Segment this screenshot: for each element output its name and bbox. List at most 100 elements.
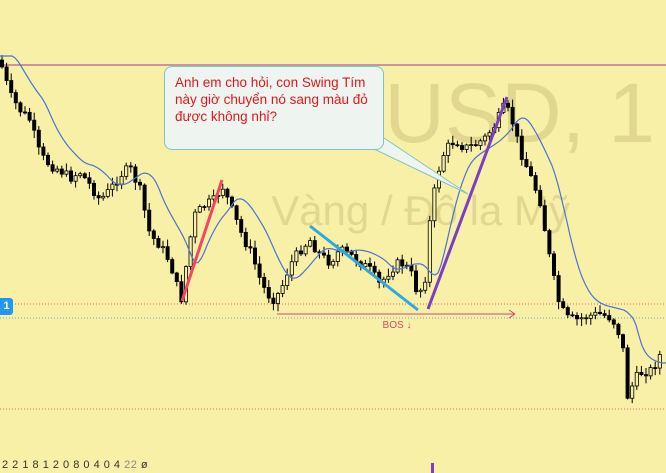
candle-body [193, 211, 198, 238]
candle-body [519, 135, 524, 160]
candle-body [128, 165, 133, 168]
candle-body [630, 385, 635, 399]
price-tag: 1 [0, 298, 13, 315]
candle-body [50, 164, 55, 172]
candle-body [556, 275, 561, 303]
candle-body [137, 181, 142, 186]
candle-body [335, 251, 340, 262]
candle-body [413, 270, 418, 293]
candle-body [588, 314, 593, 319]
candle-body [510, 106, 515, 125]
candle-body [46, 154, 51, 166]
candle-body [505, 102, 510, 108]
candle-body [418, 289, 423, 293]
candle-body [96, 195, 101, 199]
candle-body [446, 142, 451, 156]
candle-body [473, 144, 478, 147]
candle-body [616, 323, 621, 336]
candle-body [579, 317, 584, 320]
swing-red-line[interactable] [180, 179, 224, 302]
candle-body [119, 175, 124, 185]
candle-body [27, 111, 32, 121]
swing-blue-line[interactable] [309, 224, 419, 312]
candle-body [533, 175, 538, 191]
candle-body [455, 144, 460, 147]
callout-text: Anh em cho hỏi, con Swing Tím này giờ ch… [175, 75, 368, 124]
candle-body [82, 173, 87, 179]
candle-body [450, 142, 455, 146]
candle-body [289, 261, 294, 276]
candle-body [78, 173, 83, 177]
candle-body [584, 317, 589, 320]
candle-body [575, 315, 580, 320]
candle-body [459, 145, 464, 150]
candle-body [441, 155, 446, 172]
candle-body [515, 123, 520, 137]
candle-body [326, 254, 331, 266]
candle-body [9, 80, 14, 93]
candle-body [469, 144, 474, 147]
candle-body [266, 287, 271, 299]
candle-body [32, 119, 37, 131]
candle-body [294, 250, 299, 263]
candle-body [607, 315, 612, 321]
candle-body [331, 261, 336, 266]
candle-body [197, 206, 202, 213]
candle-body [156, 238, 161, 248]
candle-body [262, 276, 267, 288]
candle-body [280, 285, 285, 294]
candle-body [561, 301, 566, 308]
candle-body [4, 66, 9, 81]
candle-body [529, 166, 534, 176]
candle-body [133, 166, 138, 183]
candle-body [634, 371, 639, 387]
candle-body [73, 175, 78, 182]
bos-label: BOS ↓ [383, 320, 412, 331]
bottom-readout-extra: 22 [124, 459, 138, 471]
candle-body [18, 102, 23, 113]
candle-body [275, 293, 280, 304]
candle-body [13, 92, 18, 104]
callout-note[interactable]: Anh em cho hỏi, con Swing Tím này giờ ch… [164, 66, 384, 150]
swing-purple-line[interactable] [426, 96, 509, 310]
candle-body [432, 187, 437, 222]
candle-body [142, 184, 147, 211]
candle-body [482, 135, 487, 142]
candle-body [487, 132, 492, 137]
candle-body [151, 230, 156, 239]
candle-body [179, 281, 184, 303]
candle-body [321, 252, 326, 256]
candle-body [239, 219, 244, 233]
candle-body [202, 206, 207, 208]
candle-body [639, 371, 644, 376]
candle-body [621, 334, 626, 349]
candle-body [101, 195, 106, 199]
candle-body [602, 313, 607, 316]
candle-body [87, 177, 92, 184]
candle-body [170, 259, 175, 274]
candle-body [386, 275, 391, 280]
candle-body [308, 240, 313, 247]
candle-body [653, 367, 658, 369]
candle-body [298, 250, 303, 255]
candle-body [64, 170, 69, 175]
candle-body [611, 319, 616, 325]
candle-body [648, 367, 653, 377]
candle-body [41, 146, 46, 156]
bottom-readout: 2 2 1 8 1 2 0 8 0 4 0 4 22 ø [2, 459, 148, 471]
candle-body [644, 374, 649, 377]
bottom-marker [431, 463, 434, 473]
candle-body [271, 297, 276, 304]
candle-body [344, 246, 349, 252]
candle-body [524, 159, 529, 168]
candles [0, 55, 662, 404]
bos-arrow [508, 309, 516, 319]
candle-body [243, 231, 248, 248]
candle-body [105, 189, 110, 197]
candle-body [174, 272, 179, 283]
candle-body [367, 263, 372, 267]
candle-body [220, 188, 225, 196]
description-watermark: Vàng / Đô la Mỹ [271, 187, 570, 234]
